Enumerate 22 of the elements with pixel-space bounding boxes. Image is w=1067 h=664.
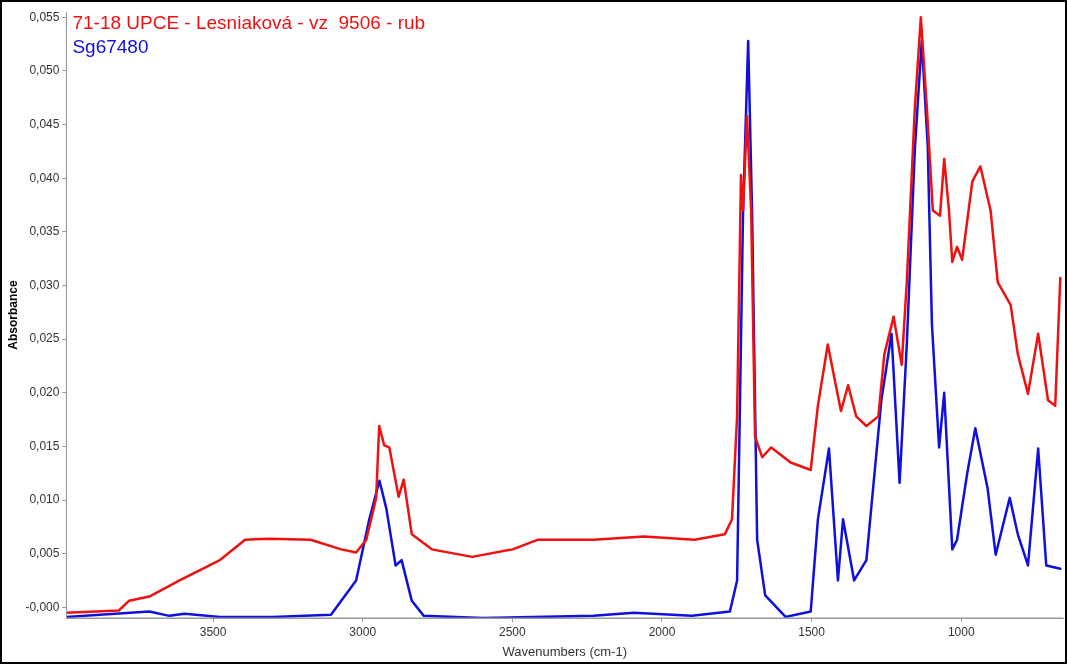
text: Sg67480 <box>72 35 149 57</box>
x-tick-label: 1500 <box>798 624 826 639</box>
y-tick-label: 0,055 <box>29 9 60 24</box>
x-tick-label: 3000 <box>349 624 377 639</box>
y-tick-label: 0,015 <box>29 438 60 453</box>
text: 71-18 UPCE - Lesniaková - vz 9506 - rub <box>72 11 426 33</box>
y-tick-label: 0,045 <box>29 116 60 131</box>
y-tick-label: 0,035 <box>29 224 60 239</box>
x-tick-label: 1000 <box>947 624 975 639</box>
y-tick-label: -0,000 <box>25 599 60 614</box>
y-tick-label: 0,040 <box>29 170 60 185</box>
x-axis-title: Wavenumbers (cm-1) <box>502 643 627 659</box>
y-tick-label: 0,050 <box>29 63 60 78</box>
y-tick-label: 0,005 <box>29 545 60 560</box>
y-tick-label: 0,010 <box>29 492 60 507</box>
y-tick-label: 0,030 <box>29 277 60 292</box>
x-tick-label: 3500 <box>199 624 227 639</box>
x-tick-label: 2500 <box>498 624 527 639</box>
y-tick-label: 0,025 <box>29 331 60 346</box>
y-axis-title: Absorbance <box>5 280 20 350</box>
x-tick-label: 2000 <box>648 624 676 639</box>
y-tick-label: 0,020 <box>29 385 60 400</box>
